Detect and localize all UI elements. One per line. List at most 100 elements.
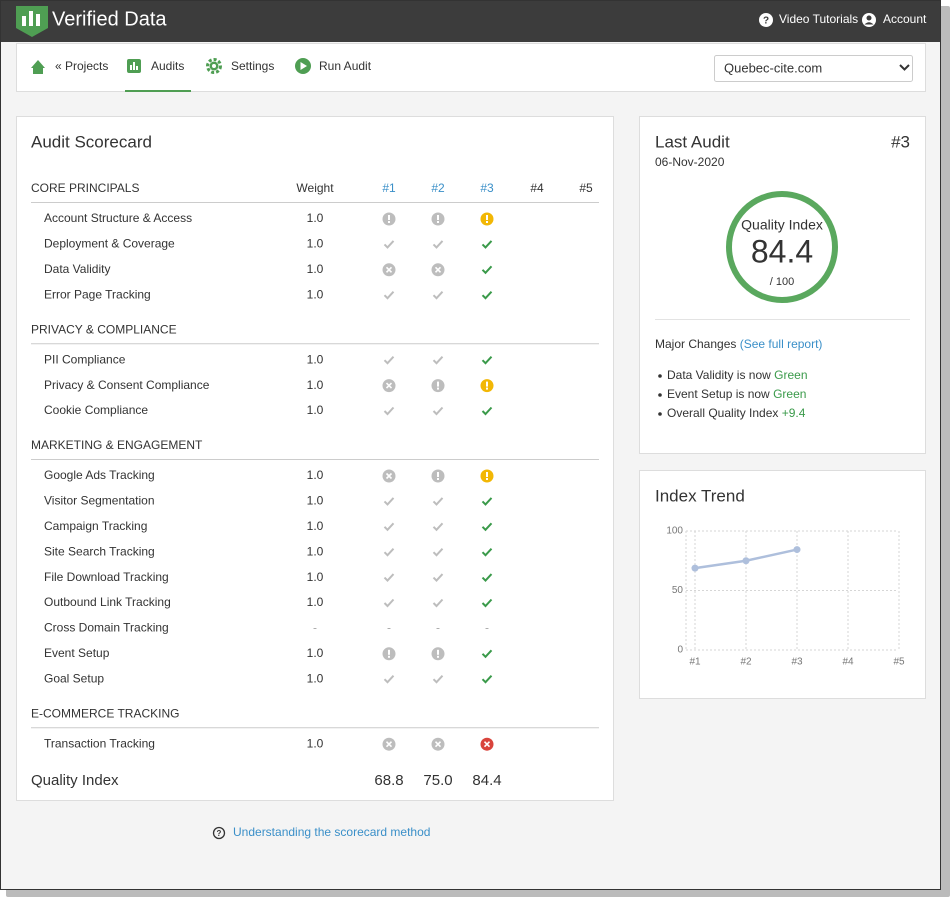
trend-point xyxy=(691,564,699,572)
row-label: Account Structure & Access xyxy=(44,211,192,225)
status-warn xyxy=(480,212,494,226)
audit-header[interactable]: #2 xyxy=(431,181,445,195)
row-weight: 1.0 xyxy=(307,287,324,301)
site-select[interactable] xyxy=(714,55,913,82)
status-ok xyxy=(481,649,493,659)
warn-dot xyxy=(388,221,390,223)
brand[interactable]: Verified Data xyxy=(52,8,167,30)
status-ok xyxy=(432,406,444,416)
scorecard-title: Audit Scorecard xyxy=(31,132,152,151)
trend-point xyxy=(793,546,801,554)
row-label: Campaign Tracking xyxy=(44,519,147,533)
full-report-link[interactable]: (See full report) xyxy=(740,337,823,351)
status-fail xyxy=(480,737,494,751)
status-fail xyxy=(382,737,396,751)
fail-mark xyxy=(434,266,442,273)
section-name: MARKETING & ENGAGEMENT xyxy=(31,438,203,452)
status-warn xyxy=(382,212,396,226)
status-fail xyxy=(382,469,396,483)
row-weight: - xyxy=(313,621,317,635)
help-link[interactable]: Understanding the scorecard method xyxy=(233,825,430,839)
status-ok xyxy=(481,573,493,583)
fail-mark xyxy=(385,382,393,389)
nav-item[interactable]: « Projects xyxy=(55,59,108,73)
status-ok xyxy=(383,356,395,365)
chart-title: Index Trend xyxy=(655,486,745,505)
fail-mark xyxy=(483,741,491,748)
status-warn xyxy=(431,212,445,226)
audit-header[interactable]: #3 xyxy=(480,181,494,195)
nav-item[interactable]: Run Audit xyxy=(319,59,372,73)
active-underline xyxy=(125,90,191,92)
video-tutorials[interactable]: Video Tutorials xyxy=(779,12,858,26)
status-text: - xyxy=(485,621,489,635)
trend-point xyxy=(742,557,750,565)
audits-icon xyxy=(127,59,141,73)
row-weight: 1.0 xyxy=(307,378,324,392)
changes-heading: Major Changes (See full report) xyxy=(655,337,822,351)
change-item: Data Validity is now Green xyxy=(667,368,808,382)
status-ok xyxy=(481,548,493,557)
row-weight: 1.0 xyxy=(307,468,324,482)
nav-items: « Projects Audits Settings Run Audit xyxy=(55,59,372,92)
warn-dot xyxy=(486,387,488,390)
account[interactable]: Account xyxy=(883,12,927,26)
status-warn xyxy=(431,379,445,393)
row-weight: 1.0 xyxy=(307,595,324,609)
status-ok xyxy=(432,573,444,583)
total-value: 84.4 xyxy=(472,772,501,789)
y-tick-label: 50 xyxy=(672,585,684,596)
warn-dot xyxy=(486,478,488,480)
warn-mark xyxy=(486,215,488,220)
row-weight: 1.0 xyxy=(307,671,324,685)
row-weight: 1.0 xyxy=(307,646,324,660)
row-label: Event Setup xyxy=(44,646,110,660)
help-icon: ? xyxy=(759,13,773,27)
site-select-value[interactable]: Quebec-cite.com xyxy=(724,60,822,75)
scorecard-card xyxy=(16,116,614,801)
status-ok xyxy=(481,356,493,365)
trend-card xyxy=(639,470,926,699)
warn-mark xyxy=(437,649,439,655)
run-icon xyxy=(295,58,311,74)
status-ok xyxy=(383,573,395,583)
status-ok xyxy=(481,240,493,249)
changes-title: Major Changes xyxy=(655,337,736,351)
status-ok xyxy=(432,598,444,608)
status-fail xyxy=(382,379,396,393)
fail-mark xyxy=(385,741,393,748)
row-weight: 1.0 xyxy=(307,494,324,508)
status-fail xyxy=(431,263,445,277)
nav-item[interactable]: Audits xyxy=(151,59,184,73)
status-ok xyxy=(383,240,395,249)
home-icon xyxy=(31,60,45,74)
section-name: E-COMMERCE TRACKING xyxy=(31,706,179,720)
status-ok xyxy=(383,522,395,532)
nav-item[interactable]: Settings xyxy=(231,59,274,73)
scorecard-table: Weight #1 #2 #3 #4 #5 CORE PRINCIPALS Account S… xyxy=(31,181,599,789)
last-audit-date: 06-Nov-2020 xyxy=(655,155,725,169)
row-label: Google Ads Tracking xyxy=(44,468,155,482)
status-ok xyxy=(481,291,493,300)
x-tick-label: #5 xyxy=(893,657,905,668)
fail-mark xyxy=(434,741,442,748)
fail-mark xyxy=(385,266,393,273)
row-label: PII Compliance xyxy=(44,352,126,366)
select-arrow xyxy=(899,64,910,71)
x-tick-label: #2 xyxy=(740,657,752,668)
row-weight: 1.0 xyxy=(307,237,324,251)
status-ok xyxy=(432,675,444,684)
warn-mark xyxy=(437,381,439,387)
status-fail xyxy=(382,263,396,277)
row-weight: 1.0 xyxy=(307,570,324,584)
warn-mark xyxy=(437,472,439,477)
warn-dot xyxy=(437,221,439,223)
audit-header[interactable]: #1 xyxy=(382,181,396,195)
settings-icon xyxy=(206,58,222,74)
status-ok xyxy=(432,356,444,365)
trend-chart: 0 50 100 #1 #2 #3 #4 #5 xyxy=(666,526,905,668)
status-ok xyxy=(432,291,444,300)
total-value: 75.0 xyxy=(423,772,452,789)
status-ok xyxy=(432,522,444,532)
